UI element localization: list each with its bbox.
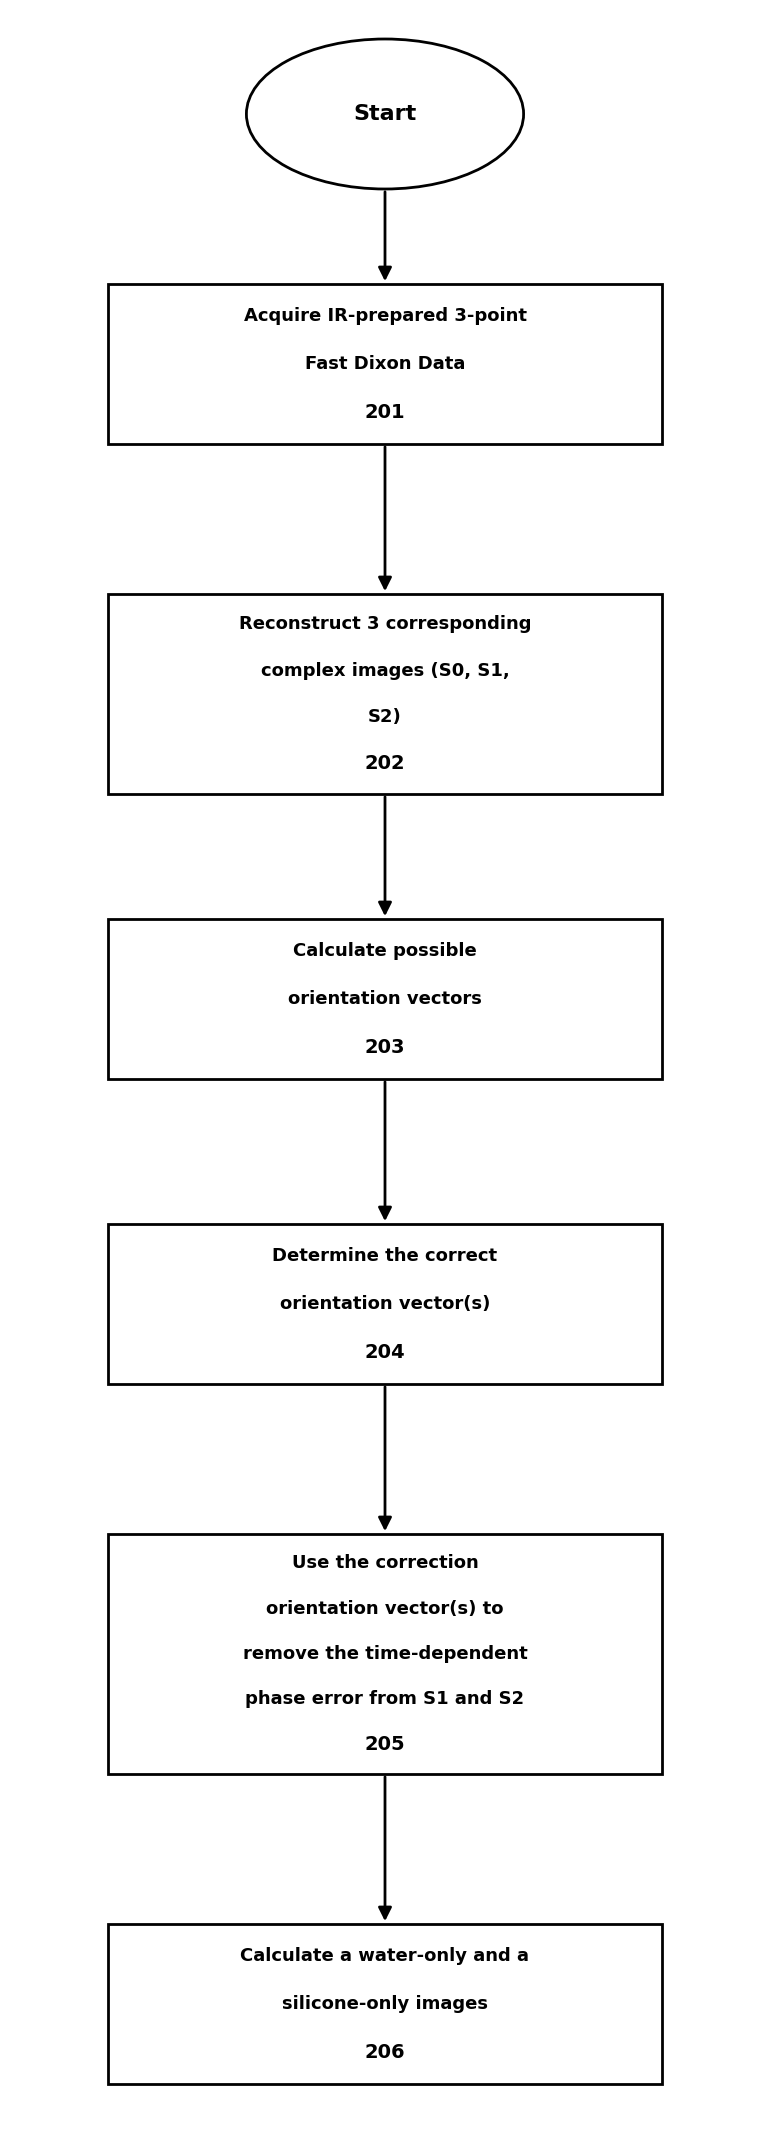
Text: Start: Start xyxy=(353,103,417,125)
Text: Fast Dixon Data: Fast Dixon Data xyxy=(305,355,465,373)
Text: remove the time-dependent: remove the time-dependent xyxy=(243,1646,527,1663)
Text: 206: 206 xyxy=(365,2042,405,2061)
Text: Use the correction: Use the correction xyxy=(292,1555,478,1572)
Text: orientation vectors: orientation vectors xyxy=(288,991,482,1008)
Text: Calculate possible: Calculate possible xyxy=(293,941,477,959)
Text: orientation vector(s): orientation vector(s) xyxy=(280,1295,490,1314)
Text: Acquire IR-prepared 3-point: Acquire IR-prepared 3-point xyxy=(243,306,527,325)
Text: orientation vector(s) to: orientation vector(s) to xyxy=(266,1600,504,1618)
Text: 201: 201 xyxy=(365,403,405,422)
Text: phase error from S1 and S2: phase error from S1 and S2 xyxy=(246,1691,524,1708)
Text: 204: 204 xyxy=(365,1342,405,1361)
Text: Calculate a water-only and a: Calculate a water-only and a xyxy=(240,1947,530,1964)
Text: Reconstruct 3 corresponding: Reconstruct 3 corresponding xyxy=(239,616,531,633)
Text: Determine the correct: Determine the correct xyxy=(273,1247,497,1264)
Text: complex images (S0, S1,: complex images (S0, S1, xyxy=(260,661,510,681)
Text: silicone-only images: silicone-only images xyxy=(282,1995,488,2014)
Text: 202: 202 xyxy=(365,754,405,773)
Text: S2): S2) xyxy=(368,709,402,726)
Text: 205: 205 xyxy=(365,1736,405,1753)
Text: 203: 203 xyxy=(365,1038,405,1058)
